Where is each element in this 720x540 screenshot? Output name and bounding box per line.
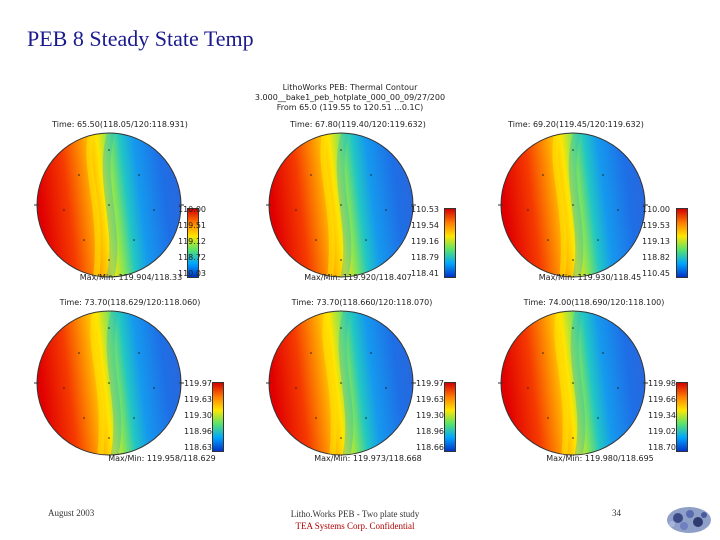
scale-tick: 119.02 (648, 427, 676, 436)
panel-time: Time: 65.50(118.05/120:118.931) (52, 120, 188, 129)
color-scale-ticks: 110.53 119.54 119.16 118.79 118.41 (411, 205, 453, 278)
scale-tick: 118.70 (648, 443, 676, 452)
panel-time: Time: 73.70(118.629/120:118.060) (59, 298, 201, 307)
contour-panel-6: Time: 74.00(118.690/120:118.100) 119.98 … (490, 298, 690, 488)
color-scale-bar (676, 382, 688, 452)
panel-time: Time: 74.00(118.690/120:118.100) (523, 298, 665, 307)
panel-maxmin: Max/Min: 119.920/118.407 (304, 273, 412, 282)
color-scale-ticks: 119.97 119.63 119.30 118.96 118.66 (416, 379, 458, 452)
scale-tick: 119.12 (178, 237, 206, 246)
scale-tick: 110.45 (642, 269, 670, 278)
scale-tick: 118.96 (184, 427, 212, 436)
scale-tick: 118.66 (416, 443, 444, 452)
color-scale-ticks: 110.00 119.53 119.13 118.82 110.45 (642, 205, 684, 278)
wafer-contour-map (266, 132, 416, 278)
scale-tick: 110.53 (411, 205, 439, 214)
company-logo-icon (667, 507, 711, 533)
wafer-contour-map (266, 310, 416, 456)
panel-time: Time: 69.20(119.45/120:119.632) (508, 120, 644, 129)
contour-panel-5: Time: 73.70(118.660/120:118.070) 119.97 … (258, 298, 458, 488)
color-scale-bar (676, 208, 688, 278)
wafer-contour-map (34, 132, 184, 278)
panel-maxmin: Max/Min: 119.904/118.33 (79, 273, 183, 282)
scale-tick: 119.97 (416, 379, 444, 388)
scale-tick: 119.13 (642, 237, 670, 246)
scale-tick: 118.72 (178, 253, 206, 262)
scale-tick: 118.79 (411, 253, 439, 262)
panel-maxmin: Max/Min: 119.958/118.629 (108, 454, 216, 463)
scale-tick: 118.63 (184, 443, 212, 452)
scale-tick: 118.41 (411, 269, 439, 278)
scale-tick: 110.00 (178, 205, 206, 214)
contour-header: LithoWorks PEB: Thermal Contour 3.000__b… (230, 83, 470, 113)
page-number: 34 (612, 508, 621, 518)
panel-time: Time: 67.80(119.40/120:119.632) (290, 120, 426, 129)
scale-tick: 119.53 (642, 221, 670, 230)
color-scale-bar (212, 382, 224, 452)
wafer-contour-map (498, 310, 648, 456)
color-scale-bar (187, 208, 199, 278)
scale-tick: 119.30 (416, 411, 444, 420)
scale-tick: 119.63 (416, 395, 444, 404)
color-scale-ticks: 119.98 119.66 119.34 119.02 118.70 (648, 379, 690, 452)
color-scale-ticks: 119.97 119.63 119.30 118.96 118.63 (184, 379, 226, 452)
color-scale-ticks: 110.00 119.51 119.12 118.72 110.03 (178, 205, 220, 278)
scale-tick: 119.30 (184, 411, 212, 420)
panel-time: Time: 73.70(118.660/120:118.070) (291, 298, 433, 307)
color-scale-bar (444, 382, 456, 452)
panel-maxmin: Max/Min: 119.980/118.695 (546, 454, 654, 463)
footer-center: Litho.Works PEB - Two plate study TEA Sy… (255, 508, 455, 532)
scale-tick: 119.97 (184, 379, 212, 388)
slide-title: PEB 8 Steady State Temp (27, 26, 254, 51)
scale-tick: 118.96 (416, 427, 444, 436)
scale-tick: 119.63 (184, 395, 212, 404)
scale-tick: 119.16 (411, 237, 439, 246)
scale-tick: 119.98 (648, 379, 676, 388)
contour-panel-1: Time: 65.50(118.05/120:118.931) 110.00 1… (26, 120, 226, 310)
scale-tick: 119.66 (648, 395, 676, 404)
header-line-3: From 65.0 (119.55 to 120.51 ...0.1C) (276, 103, 424, 112)
footer-product: Litho.Works PEB - Two plate study (290, 509, 420, 519)
wafer-contour-map (34, 310, 184, 456)
panel-maxmin: Max/Min: 119.973/118.668 (314, 454, 422, 463)
scale-tick: 110.03 (178, 269, 206, 278)
contour-panel-4: Time: 73.70(118.629/120:118.060) 119.97 … (26, 298, 226, 488)
header-line-2: 3.000__bake1_peb_hotplate_000_00_09/27/2… (254, 93, 446, 102)
scale-tick: 119.54 (411, 221, 439, 230)
header-line-1: LithoWorks PEB: Thermal Contour (282, 83, 418, 92)
contour-panel-2: Time: 67.80(119.40/120:119.632) 110.53 1… (258, 120, 458, 310)
scale-tick: 119.51 (178, 221, 206, 230)
scale-tick: 119.34 (648, 411, 676, 420)
footer-confidential: TEA Systems Corp. Confidential (295, 521, 415, 531)
panel-maxmin: Max/Min: 119.930/118.45 (538, 273, 642, 282)
wafer-contour-map (498, 132, 648, 278)
color-scale-bar (444, 208, 456, 278)
scale-tick: 110.00 (642, 205, 670, 214)
contour-panel-3: Time: 69.20(119.45/120:119.632) 110.00 1… (490, 120, 690, 310)
scale-tick: 118.82 (642, 253, 670, 262)
footer-date: August 2003 (48, 508, 95, 518)
